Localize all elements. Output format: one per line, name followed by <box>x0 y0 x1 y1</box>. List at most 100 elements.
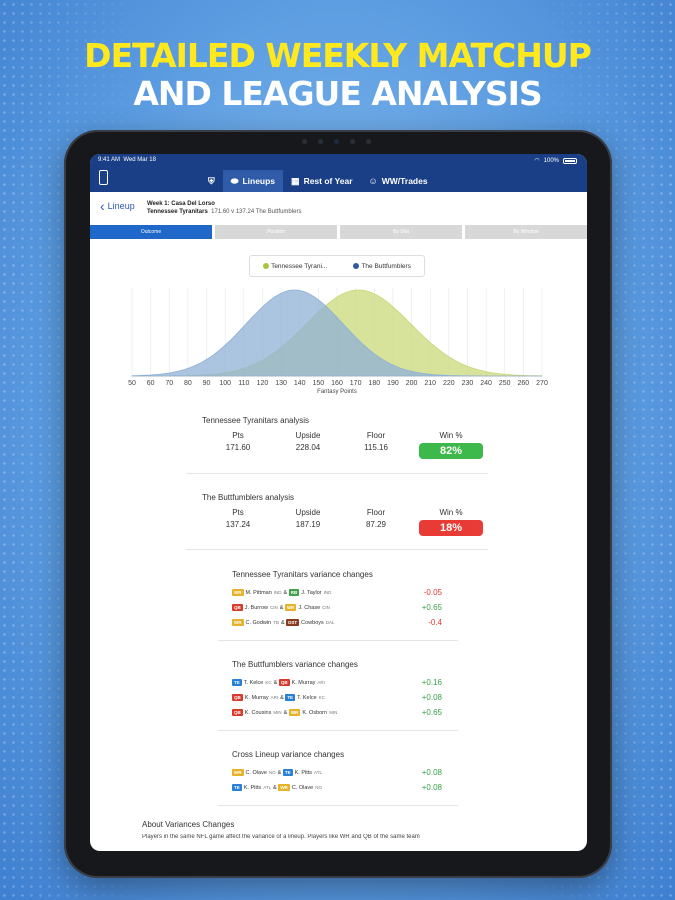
position-badge: TE <box>232 679 242 686</box>
team-abbr: IND <box>273 590 282 595</box>
player-name[interactable]: J. Chase <box>298 604 321 611</box>
analysis-title: Tennessee Tyranitars analysis <box>202 416 310 425</box>
x-tick-label: 230 <box>462 380 474 387</box>
team-abbr: ATL <box>263 785 272 790</box>
x-tick-label: 250 <box>499 380 511 387</box>
calendar-icon: ▦ <box>291 175 300 186</box>
status-time-date: 9:41 AM Wed Mar 18 <box>98 157 156 164</box>
player-name[interactable]: T. Kelce <box>297 694 317 701</box>
team-abbr: NO <box>268 770 276 775</box>
stat-upside: Upside 228.04 <box>274 431 342 459</box>
player-name[interactable]: M. Pittman <box>245 589 272 596</box>
team-abbr: ARI <box>270 695 279 700</box>
player-name[interactable]: K. Osborn <box>302 709 328 716</box>
legend-item-team-1[interactable]: Tennessee Tyrani... <box>263 263 327 270</box>
back-label: Lineup <box>107 201 135 211</box>
legend-dot <box>263 262 270 269</box>
variance-title: Cross Lineup variance changes <box>232 750 345 759</box>
player-name[interactable]: J. Taylor <box>301 589 322 596</box>
stat-pts: Pts 171.60 <box>202 431 274 459</box>
x-axis-label: Fantasy Points <box>317 389 357 395</box>
team-1-variance: Tennessee Tyranitars variance changes WR… <box>232 570 442 630</box>
position-badge: TE <box>285 694 296 701</box>
tablet-sensor <box>350 139 355 144</box>
player-name[interactable]: K. Murray <box>244 694 269 701</box>
users-icon: ☺ <box>368 176 378 186</box>
x-tick-label: 140 <box>294 380 306 387</box>
tablet-sensor <box>318 139 323 144</box>
position-badge: WR <box>288 709 301 716</box>
segment-by-window[interactable]: By Window <box>465 225 587 239</box>
stat-win: Win % 18% <box>410 508 492 536</box>
variance-value: -0.05 <box>423 588 442 597</box>
matchup-header: ‹ Lineup Week 1: Casa Del Lorso Tennesse… <box>90 192 587 226</box>
tablet-sensor <box>302 139 307 144</box>
shield-icon: ⛨ <box>208 175 215 186</box>
variance-row: QB K. Murray ARI & TE T. Kelce KC +0.08 <box>232 693 442 702</box>
position-badge: DST <box>286 619 300 626</box>
x-tick-label: 260 <box>518 380 530 387</box>
wifi-icon: ◠ <box>534 158 540 164</box>
position-badge: TE <box>282 769 293 776</box>
variance-row: WR M. Pittman IND & RB J. Taylor IND -0.05 <box>232 588 442 597</box>
variance-row: WR C. Godwin TB & DST Cowboys DAL -0.4 <box>232 618 442 627</box>
team-abbr: TB <box>273 620 279 625</box>
player-name[interactable]: J. Burrow <box>244 604 268 611</box>
tab-ww-trades[interactable]: ☺ WW/Trades <box>361 170 436 192</box>
team-abbr: KC <box>318 695 325 700</box>
x-tick-label: 130 <box>275 380 287 387</box>
team-abbr: ATL <box>314 770 322 775</box>
main-nav: ⛨ ⬬ Lineups ▦ Rest of Year ☺ WW/Trades <box>200 170 436 192</box>
stat-label: Pts <box>232 508 244 517</box>
stat-value: 115.16 <box>364 443 388 452</box>
x-tick-label: 120 <box>257 380 269 387</box>
tab-lineups[interactable]: ⬬ Lineups <box>222 170 284 192</box>
player-name[interactable]: C. Godwin <box>245 619 272 626</box>
player-name[interactable]: K. Pitts <box>243 784 262 791</box>
divider <box>186 549 488 550</box>
legend-item-team-2[interactable]: The Buttfumblers <box>353 263 411 270</box>
x-tick-label: 150 <box>313 380 325 387</box>
tablet-camera <box>334 139 339 144</box>
segment-position[interactable]: Position <box>215 225 337 239</box>
player-name[interactable]: Cowboys <box>301 619 324 626</box>
position-badge: WR <box>232 589 244 596</box>
team-2-variance: The Buttfumblers variance changes TE T. K… <box>232 660 442 720</box>
position-badge: WR <box>232 769 244 776</box>
variance-value: +0.16 <box>421 678 442 687</box>
player-name[interactable]: C. Olave <box>245 769 267 776</box>
stat-label: Pts <box>232 431 244 440</box>
variance-row: TE K. Pitts ATL & WR C. Olave NO +0.08 <box>232 783 442 792</box>
team-abbr: ARI <box>317 680 325 685</box>
stat-label: Upside <box>295 431 321 440</box>
stat-value: 228.04 <box>295 443 321 452</box>
player-name[interactable]: C. Olave <box>291 784 314 791</box>
team-abbr: IND <box>323 590 332 595</box>
team-abbr: CIN <box>322 605 330 610</box>
stat-upside: Upside 187.19 <box>274 508 342 536</box>
tab-team[interactable]: ⛨ <box>200 170 223 192</box>
battery-percent: 100% <box>543 157 559 164</box>
week-title: Week 1: Casa Del Lorso <box>147 201 215 207</box>
football-icon: ⬬ <box>230 175 239 186</box>
content-area: Tennessee Tyrani... The Buttfumblers 50 6… <box>90 242 587 851</box>
divider <box>218 730 458 731</box>
status-bar: 9:41 AM Wed Mar 18 ◠ 100% <box>98 157 577 164</box>
position-badge: WR <box>278 784 290 791</box>
x-tick-label: 270 <box>536 380 548 387</box>
stat-row: Pts 171.60 Upside 228.04 Floor 115.16 Win %… <box>202 431 492 459</box>
player-name[interactable]: K. Pitts <box>294 769 313 776</box>
status-date: Wed Mar 18 <box>123 157 156 163</box>
player-name[interactable]: T. Kelce <box>243 679 264 686</box>
player-name[interactable]: K. Murray <box>291 679 316 686</box>
variance-title: Tennessee Tyranitars variance changes <box>232 570 373 579</box>
tab-rest-of-year[interactable]: ▦ Rest of Year <box>283 170 361 192</box>
app-logo-icon[interactable] <box>99 170 108 185</box>
segment-by-slot[interactable]: By Slot <box>340 225 462 239</box>
x-tick-label: 220 <box>443 380 455 387</box>
tablet-frame: 9:41 AM Wed Mar 18 ◠ 100% ⛨ ⬬ Lineups <box>64 130 612 878</box>
segment-outcome[interactable]: Outcome <box>90 225 212 239</box>
player-name[interactable]: K. Cousins <box>244 709 272 716</box>
variance-row: TE T. Kelce KC & QB K. Murray ARI +0.16 <box>232 678 442 687</box>
back-button[interactable]: ‹ Lineup <box>100 199 135 213</box>
